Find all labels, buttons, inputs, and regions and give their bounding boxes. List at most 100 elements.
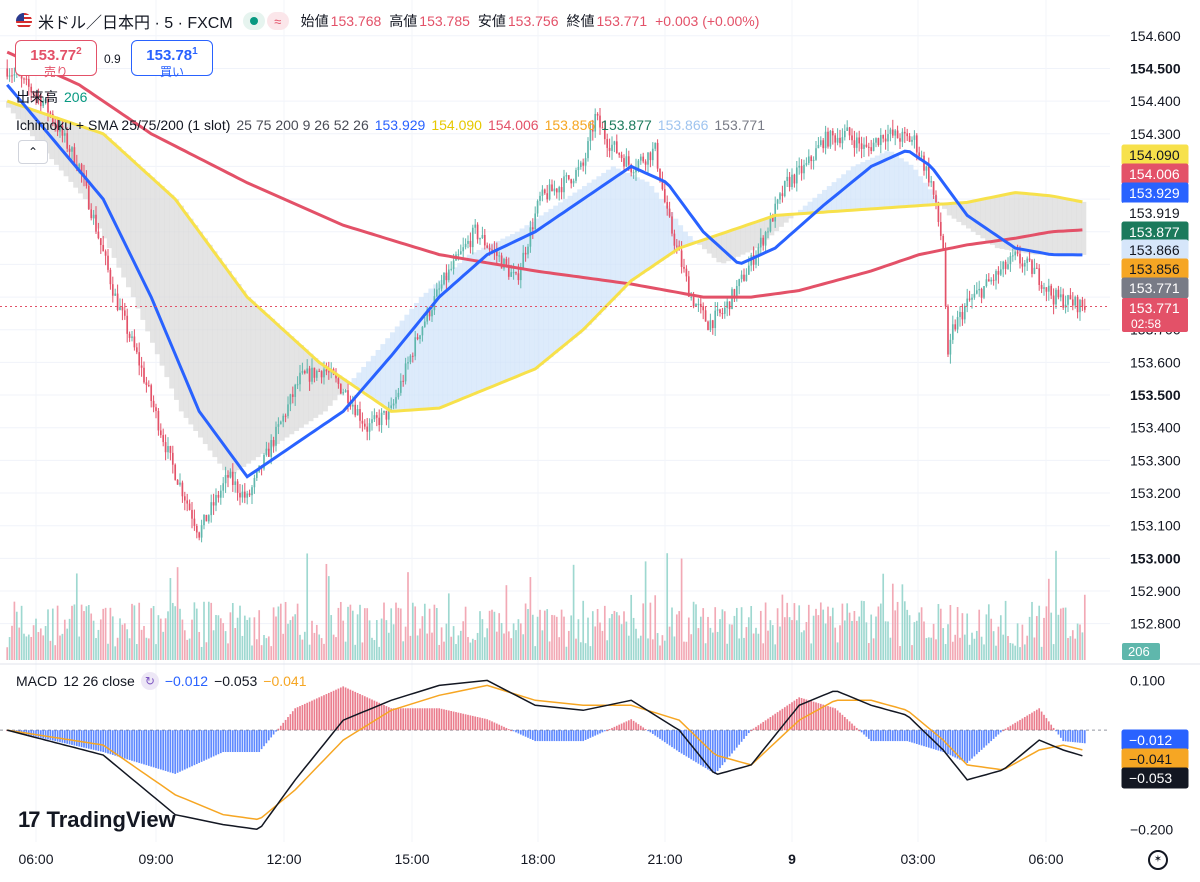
- volume-bar: [721, 609, 724, 660]
- sell-button[interactable]: 153.772 売り: [15, 40, 97, 79]
- volume-bar: [937, 604, 940, 660]
- collapse-legend-button[interactable]: ⌃: [18, 140, 48, 164]
- candle-body: [841, 137, 844, 144]
- ichimoku-cloud-segment: [274, 323, 280, 445]
- candle-body: [606, 139, 609, 148]
- volume-bar: [1007, 636, 1009, 660]
- macd-histogram-bar: [455, 712, 457, 731]
- candle-body: [627, 156, 630, 165]
- macd-histogram-bar: [85, 730, 88, 749]
- macd-histogram-bar: [296, 707, 299, 731]
- macd-histogram-bar: [332, 690, 335, 731]
- market-status[interactable]: ≈: [242, 12, 289, 30]
- candle-body: [697, 303, 700, 305]
- macd-histogram-bar: [75, 730, 78, 747]
- candle-body: [179, 482, 181, 485]
- buy-button[interactable]: 153.781 買い: [131, 40, 213, 79]
- macd-histogram-bar: [1052, 727, 1055, 731]
- candle-body: [469, 240, 472, 248]
- volume-bar: [1028, 616, 1031, 660]
- candle-body: [685, 268, 688, 277]
- candle-body: [673, 233, 676, 246]
- macd-histogram-bar: [299, 706, 301, 731]
- candle-body: [471, 227, 474, 248]
- ichimoku-cloud-segment: [706, 238, 712, 254]
- candle-body: [800, 165, 803, 174]
- indicator-legend[interactable]: Ichimoku + SMA 25/75/200 (1 slot) 25 75 …: [16, 116, 771, 134]
- ichimoku-cloud-segment: [702, 239, 708, 250]
- volume-bar: [61, 633, 64, 660]
- macd-histogram-bar: [152, 730, 155, 768]
- candle-body: [95, 214, 97, 232]
- ichimoku-cloud-segment: [399, 320, 405, 411]
- volume-bar: [678, 611, 681, 660]
- volume-bar: [949, 605, 952, 660]
- settings-gear-icon[interactable]: ✶: [1148, 850, 1168, 870]
- volume-bar: [608, 618, 611, 660]
- macd-histogram-bar: [306, 702, 309, 731]
- macd-histogram-bar: [174, 730, 177, 774]
- macd-histogram-bar: [505, 727, 508, 731]
- ichimoku-cloud-segment: [505, 236, 511, 381]
- ichimoku-cloud-segment: [634, 177, 640, 278]
- symbol-title[interactable]: 米ドル／日本円 · 5 · FXCM: [38, 15, 233, 32]
- candle-body: [299, 372, 301, 385]
- macd-sync-icon[interactable]: ↻: [140, 672, 159, 690]
- macd-histogram-bar: [678, 730, 681, 753]
- candle-body: [795, 167, 798, 184]
- volume-bar: [104, 607, 107, 660]
- volume-legend[interactable]: 出来高 206: [16, 88, 93, 106]
- candle-body: [1083, 306, 1086, 310]
- ichimoku-cloud-segment: [927, 189, 933, 205]
- macd-histogram-bar: [318, 697, 321, 731]
- macd-histogram-bar: [347, 688, 349, 731]
- ichimoku-cloud-segment: [178, 205, 184, 412]
- candle-body: [771, 216, 774, 222]
- macd-legend[interactable]: MACD 12 26 close ↻ −0.012 −0.053 −0.041: [16, 672, 313, 690]
- volume-bar: [623, 611, 625, 660]
- macd-histogram-bar: [1028, 714, 1031, 731]
- macd-histogram-bar: [855, 727, 858, 731]
- indicator-value-conversion: 153.856: [544, 117, 596, 133]
- candle-body: [66, 133, 69, 149]
- volume-bar: [359, 604, 361, 660]
- ichimoku-cloud-segment: [193, 225, 199, 431]
- volume-bar: [551, 614, 553, 660]
- volume-bar: [171, 602, 174, 660]
- volume-bar: [889, 637, 892, 660]
- macd-histogram-bar: [623, 722, 625, 731]
- volume-bar: [793, 603, 796, 660]
- candle-body: [11, 75, 13, 77]
- ichimoku-cloud-segment: [140, 168, 146, 320]
- macd-histogram-bar: [829, 706, 832, 731]
- volume-bar: [519, 623, 522, 660]
- ichimoku-cloud-segment: [202, 238, 208, 445]
- candle-body: [191, 509, 193, 519]
- macd-histogram-bar: [1074, 730, 1077, 743]
- macd-histogram-bar: [831, 707, 834, 731]
- candle-body: [887, 134, 889, 142]
- ichimoku-cloud-segment: [1062, 198, 1068, 255]
- macd-histogram-bar: [387, 707, 390, 731]
- volume-bar: [85, 606, 88, 660]
- ichimoku-cloud-segment: [994, 196, 1000, 249]
- candle-body: [59, 125, 61, 132]
- macd-histogram-bar: [147, 730, 150, 766]
- time-axis-tick: 12:00: [266, 851, 301, 867]
- ichimoku-cloud-segment: [678, 225, 684, 249]
- candle-body: [781, 193, 784, 197]
- candle-body: [361, 420, 364, 424]
- volume-bar: [615, 612, 618, 660]
- volume-bar: [229, 612, 232, 660]
- macd-histogram-bar: [918, 730, 921, 745]
- macd-histogram-bar: [294, 708, 297, 731]
- ichimoku-cloud-segment: [894, 155, 900, 208]
- candle-body: [438, 288, 441, 290]
- volume-bar: [539, 609, 541, 660]
- candle-body: [435, 289, 438, 297]
- market-open-icon: [242, 12, 265, 30]
- volume-bar: [1021, 624, 1024, 660]
- macd-histogram-bar: [579, 730, 582, 742]
- candle-body: [507, 264, 510, 277]
